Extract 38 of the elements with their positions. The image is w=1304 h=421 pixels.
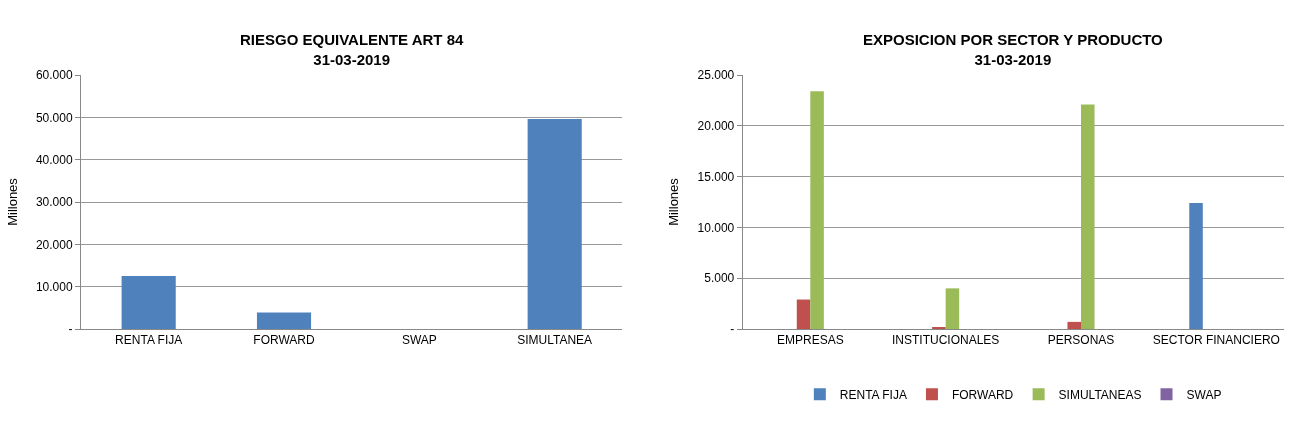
y-tick-label: 40.000 (35, 152, 73, 167)
y-tick-label: 20.000 (697, 119, 735, 133)
y-tick-label: 10.000 (697, 220, 735, 235)
chart-title: EXPOSICION POR SECTOR Y PRODUCTO 31-03-2019 (863, 31, 1164, 68)
x-tick-label: SECTOR FINANCIERO (1152, 333, 1280, 348)
y-tick-label: - (730, 322, 735, 337)
x-tick-label: RENTA FIJA (115, 333, 183, 348)
bar (810, 91, 824, 329)
y-tick-label: 25.000 (697, 68, 735, 83)
bar (1080, 104, 1095, 329)
y-tick-label: 50.000 (35, 110, 73, 125)
bar (1189, 203, 1203, 329)
bar (796, 299, 811, 329)
bar (945, 288, 960, 329)
x-tick-label: PERSONAS (1047, 333, 1115, 348)
y-tick-label: - (68, 322, 73, 337)
y-axis-title: Millones (666, 177, 682, 226)
legend-label: SWAP (1186, 387, 1222, 402)
x-tick-label: INSTITUCIONALES (891, 333, 1000, 348)
x-tick-label: EMPRESAS (776, 333, 844, 348)
legend-label: RENTA FIJA (839, 387, 907, 402)
y-tick-label: 20.000 (35, 237, 73, 252)
x-tick-label: SWAP (401, 333, 437, 348)
bar (256, 312, 312, 329)
y-tick-label: 60.000 (35, 68, 73, 83)
legend-label: SIMULTANEAS (1058, 387, 1142, 402)
y-tick-label: 5.000 (704, 271, 735, 286)
x-tick-label: SIMULTANEA (517, 333, 593, 348)
y-tick-label: 30.000 (35, 195, 73, 210)
y-tick-label: 10.000 (35, 279, 73, 294)
bar (527, 119, 582, 329)
y-tick-label: 15.000 (697, 169, 735, 184)
bar (121, 276, 176, 329)
bar (1067, 321, 1081, 329)
chart-title: RIESGO EQUIVALENTE ART 84 31-03-2019 (240, 31, 465, 68)
x-tick-label: FORWARD (253, 333, 315, 348)
y-axis-title: Millones (4, 177, 20, 226)
legend-label: FORWARD (951, 387, 1014, 402)
